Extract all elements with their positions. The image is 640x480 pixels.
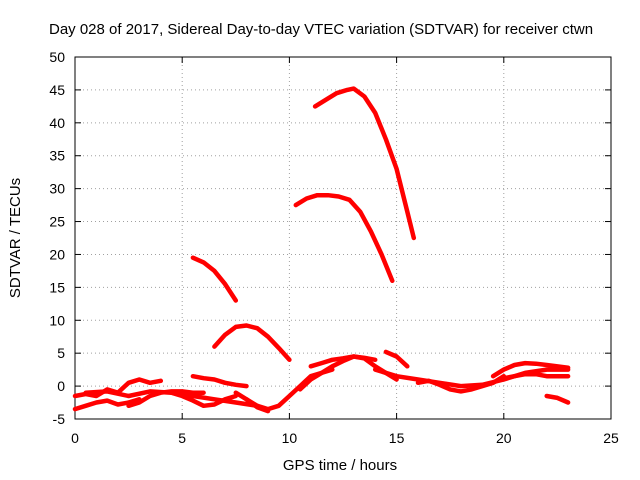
y-tick-label: 45 bbox=[49, 82, 65, 98]
axis-ticks bbox=[74, 56, 612, 420]
x-tick-label: 20 bbox=[496, 430, 512, 446]
series-arc-18 bbox=[490, 360, 571, 379]
y-tick-label: 20 bbox=[49, 246, 65, 262]
series-arc-6 bbox=[190, 373, 249, 389]
series-arc-12 bbox=[308, 354, 378, 369]
series-arc-5 bbox=[169, 390, 239, 409]
y-tick-label: 30 bbox=[49, 181, 65, 197]
series-arc-19 bbox=[501, 371, 571, 381]
series-arc-17 bbox=[415, 373, 507, 394]
y-tick-label: 35 bbox=[49, 148, 65, 164]
x-tick-label: 5 bbox=[178, 430, 186, 446]
plot-frame bbox=[74, 56, 612, 420]
y-tick-label: 40 bbox=[49, 115, 65, 131]
chart-title: Day 028 of 2017, Sidereal Day-to-day VTE… bbox=[49, 21, 593, 38]
x-tick-label: 15 bbox=[389, 430, 405, 446]
series-arc-13 bbox=[383, 349, 410, 369]
series-arc-15 bbox=[312, 86, 417, 241]
x-axis-title: GPS time / hours bbox=[283, 457, 397, 474]
series-arc-16 bbox=[372, 367, 571, 389]
x-tick-label: 0 bbox=[71, 430, 79, 446]
series-arc-1 bbox=[72, 397, 142, 412]
series-group bbox=[72, 86, 571, 414]
y-axis-title: SDTVAR / TECUs bbox=[7, 178, 24, 298]
y-tick-label: 0 bbox=[57, 378, 65, 394]
series-arc-10 bbox=[233, 390, 271, 414]
x-tick-labels: 0 5 10 15 20 25 bbox=[71, 430, 619, 446]
series-arc-4 bbox=[126, 389, 206, 409]
y-tick-label: 5 bbox=[57, 345, 65, 361]
series-arc-7 bbox=[190, 255, 239, 303]
y-tick-label: -5 bbox=[53, 411, 66, 427]
y-tick-label: 10 bbox=[49, 312, 65, 328]
y-tick-labels: -5 0 5 10 15 20 25 30 35 40 45 50 bbox=[49, 49, 65, 427]
x-tick-label: 10 bbox=[282, 430, 298, 446]
series-arc-14 bbox=[293, 192, 395, 284]
y-tick-label: 50 bbox=[49, 49, 65, 65]
y-tick-label: 15 bbox=[49, 279, 65, 295]
series-arc-8 bbox=[212, 323, 292, 363]
y-tick-label: 25 bbox=[49, 214, 65, 230]
series-arc-20 bbox=[544, 393, 571, 405]
x-tick-label: 25 bbox=[603, 430, 619, 446]
